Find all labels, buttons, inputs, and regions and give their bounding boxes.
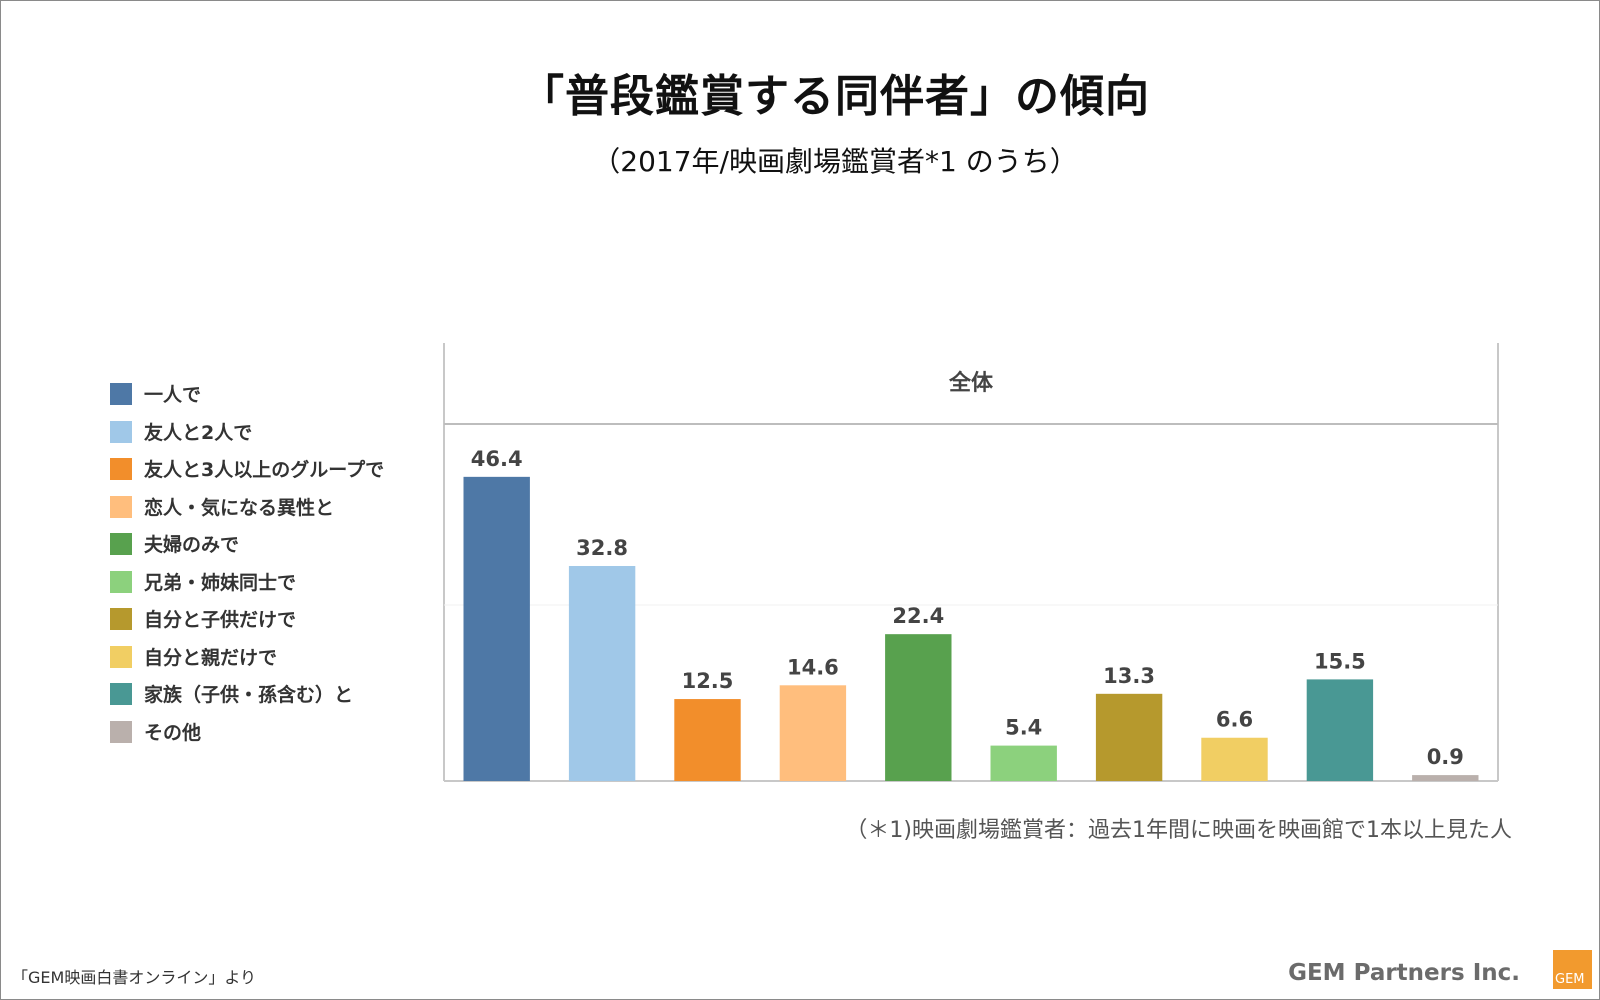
data-label: 46.4 bbox=[471, 447, 523, 471]
data-label: 12.5 bbox=[682, 669, 734, 693]
bar bbox=[674, 699, 741, 781]
legend-label: 夫婦のみで bbox=[144, 534, 240, 556]
bar bbox=[990, 745, 1057, 781]
legend-swatch bbox=[110, 495, 132, 518]
legend-swatch bbox=[110, 720, 132, 743]
legend-swatch bbox=[110, 383, 132, 405]
bar bbox=[885, 634, 952, 781]
bar bbox=[1306, 679, 1374, 781]
legend-label: その他 bbox=[144, 721, 202, 744]
bar bbox=[1412, 775, 1479, 781]
legend-swatch bbox=[110, 608, 132, 630]
data-label: 13.3 bbox=[1103, 664, 1155, 688]
data-label: 15.5 bbox=[1314, 649, 1366, 673]
legend-label: 自分と親だけで bbox=[144, 646, 278, 669]
data-label: 5.4 bbox=[1005, 716, 1042, 740]
legend-swatch bbox=[110, 645, 132, 668]
data-label: 6.6 bbox=[1216, 708, 1253, 732]
legend-label: 友人と3人以上のグループで bbox=[144, 459, 385, 481]
data-label: 14.6 bbox=[787, 655, 839, 679]
legend-swatch bbox=[110, 533, 132, 555]
bar bbox=[1201, 737, 1268, 781]
logo-text: GEM bbox=[1555, 972, 1585, 987]
footnote: （＊1)映画劇場鑑賞者：過去1年間に映画を映画館で1本以上見た人 bbox=[845, 818, 1512, 843]
bar bbox=[568, 565, 636, 781]
brand-name: GEM Partners Inc. bbox=[1288, 960, 1520, 986]
panel-header: 全体 bbox=[948, 370, 994, 396]
data-label: 0.9 bbox=[1427, 745, 1464, 769]
data-label: 22.4 bbox=[892, 604, 944, 628]
legend-label: 兄弟・姉妹同士で bbox=[144, 571, 297, 594]
legend-label: 一人で bbox=[144, 384, 202, 406]
legend-label: 自分と子供だけで bbox=[144, 609, 297, 631]
bar bbox=[1095, 693, 1163, 781]
legend-label: 恋人・気になる異性と bbox=[144, 496, 335, 519]
chart-subtitle: （2017年/映画劇場鑑賞者*1 のうち） bbox=[592, 145, 1078, 178]
legend-label: 家族（子供・孫含む）と bbox=[144, 684, 354, 706]
legend-swatch bbox=[110, 458, 132, 480]
brand-logo: GEM bbox=[1553, 950, 1592, 989]
bar bbox=[463, 476, 530, 781]
bar bbox=[779, 685, 847, 781]
legend-swatch bbox=[110, 683, 132, 705]
legend-swatch bbox=[110, 420, 132, 443]
source-note: 「GEM映画白書オンライン」より bbox=[12, 968, 256, 987]
chart-title: 「普段鑑賞する同伴者」の傾向 bbox=[520, 71, 1150, 122]
legend-label: 友人と2人で bbox=[144, 421, 253, 444]
data-label: 32.8 bbox=[576, 536, 628, 560]
legend-swatch bbox=[110, 570, 132, 593]
